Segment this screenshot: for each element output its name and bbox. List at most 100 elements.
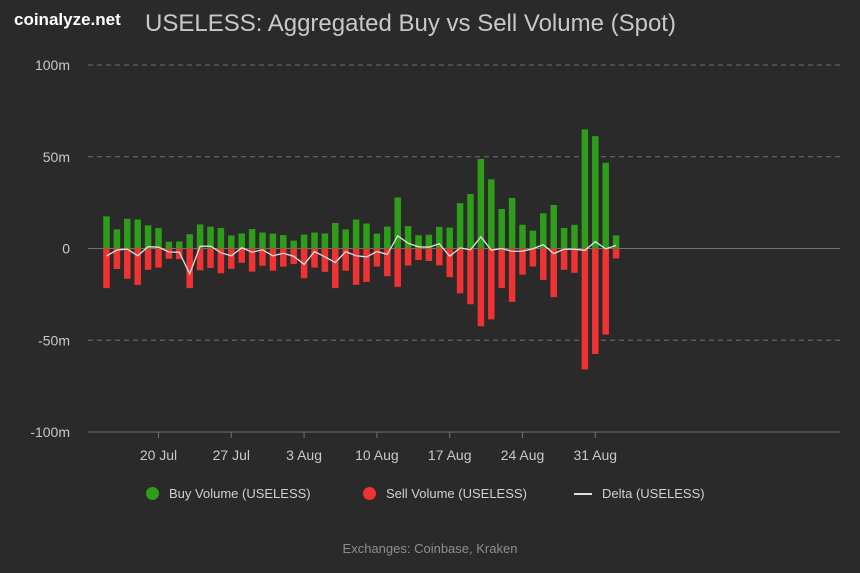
buy-bar xyxy=(103,216,110,249)
sell-bar xyxy=(196,248,204,271)
x-tick-label: 20 Jul xyxy=(140,447,177,463)
buy-bar xyxy=(581,129,589,249)
buy-bar xyxy=(248,229,256,249)
y-tick-label: -100m xyxy=(30,424,70,440)
chart-plot: 100m 50m 0 -50m -100m 20 Jul 27 Jul 3 Aug 10 Au… xyxy=(30,57,840,463)
buy-bar xyxy=(186,234,193,249)
legend-label-delta: Delta (USELESS) xyxy=(602,486,705,501)
buy-bar xyxy=(155,228,162,249)
x-tick-label: 3 Aug xyxy=(286,447,322,463)
buy-bars xyxy=(103,129,620,249)
sell-bar xyxy=(352,248,360,285)
sell-bar xyxy=(321,248,329,272)
sell-bar xyxy=(269,248,277,271)
buy-bar xyxy=(363,223,370,249)
buy-bar xyxy=(404,226,412,249)
buy-bar xyxy=(238,233,245,249)
buy-bar xyxy=(467,194,474,249)
x-tick-label: 27 Jul xyxy=(213,447,250,463)
buy-bar xyxy=(321,233,329,249)
sell-bar xyxy=(373,248,381,267)
sell-bar xyxy=(488,248,495,320)
buy-bar xyxy=(550,205,557,249)
buy-bar xyxy=(498,209,505,249)
x-tick-label: 24 Aug xyxy=(501,447,545,463)
sell-bar xyxy=(477,248,485,327)
sell-bar xyxy=(207,248,214,268)
sell-bar xyxy=(456,248,464,294)
sell-bar xyxy=(342,248,349,271)
buy-bar xyxy=(612,235,620,249)
buy-bar xyxy=(228,235,235,249)
x-tick-label: 17 Aug xyxy=(428,447,472,463)
legend-label-sell: Sell Volume (USELESS) xyxy=(386,486,527,501)
x-tick-label: 31 Aug xyxy=(573,447,617,463)
sell-bar xyxy=(217,248,225,274)
sell-bar xyxy=(238,248,245,263)
sell-bar xyxy=(134,248,141,285)
buy-bar xyxy=(456,203,464,249)
buy-bar xyxy=(352,219,360,249)
sell-dot-icon xyxy=(363,487,376,500)
buy-bar xyxy=(384,226,391,249)
x-axis-labels: 20 Jul 27 Jul 3 Aug 10 Aug 17 Aug 24 Aug 31 Au… xyxy=(140,432,617,463)
sell-bar xyxy=(259,248,266,266)
buy-bar xyxy=(134,219,141,249)
buy-bar xyxy=(259,232,266,249)
sell-bar xyxy=(113,248,121,270)
delta-line-icon xyxy=(574,492,592,495)
buy-dot-icon xyxy=(146,487,159,500)
sell-bar xyxy=(186,248,193,289)
buy-bar xyxy=(280,235,287,249)
legend-label-buy: Buy Volume (USELESS) xyxy=(169,486,311,501)
buy-bar xyxy=(300,234,308,249)
sell-bar xyxy=(155,248,162,268)
delta-line xyxy=(106,234,617,276)
legend-item-delta[interactable]: Delta (USELESS) xyxy=(574,486,705,501)
sell-bar xyxy=(446,248,453,278)
buy-bar xyxy=(373,233,381,249)
legend-item-sell[interactable]: Sell Volume (USELESS) xyxy=(363,486,527,501)
exchanges-credit: Exchanges: Coinbase, Kraken xyxy=(342,541,518,556)
buy-bar xyxy=(519,224,526,249)
sell-bar xyxy=(165,248,173,259)
y-tick-label: 0 xyxy=(62,241,70,257)
sell-bars xyxy=(103,248,620,370)
buy-bar xyxy=(165,241,173,249)
x-tick-label: 10 Aug xyxy=(355,447,399,463)
y-tick-label: -50m xyxy=(38,332,70,348)
buy-bar xyxy=(311,232,318,249)
buy-bar xyxy=(436,226,443,249)
sell-bar xyxy=(498,248,505,288)
delta-line-group xyxy=(106,234,617,276)
buy-bar xyxy=(560,227,568,249)
sell-bar xyxy=(103,248,110,289)
sell-bar xyxy=(592,248,599,355)
sell-bar xyxy=(384,248,391,277)
sell-bar xyxy=(467,248,474,305)
buy-bar xyxy=(144,225,152,249)
legend: Buy Volume (USELESS) Sell Volume (USELES… xyxy=(0,486,860,506)
sell-bar xyxy=(415,248,422,261)
buy-bar xyxy=(415,235,422,249)
buy-bar xyxy=(446,227,453,249)
legend-item-buy[interactable]: Buy Volume (USELESS) xyxy=(146,486,311,501)
sell-bar xyxy=(519,248,526,275)
sell-bar xyxy=(560,248,568,270)
sell-bar xyxy=(508,248,516,302)
buy-bar xyxy=(269,233,277,249)
buy-bar xyxy=(425,234,433,249)
buy-bar xyxy=(342,229,349,249)
y-axis-labels: 100m 50m 0 -50m -100m xyxy=(30,57,70,440)
brand-logo[interactable]: coinalyze.net xyxy=(14,10,121,29)
sell-bar xyxy=(540,248,547,280)
sell-bar xyxy=(612,248,620,259)
sell-bar xyxy=(176,248,183,260)
sell-bar xyxy=(394,248,401,287)
sell-bar xyxy=(571,248,578,273)
sell-bar xyxy=(602,248,609,335)
buy-bar xyxy=(113,229,121,249)
buy-bar xyxy=(602,162,609,249)
sell-bar xyxy=(228,248,235,269)
sell-bar xyxy=(529,248,537,267)
